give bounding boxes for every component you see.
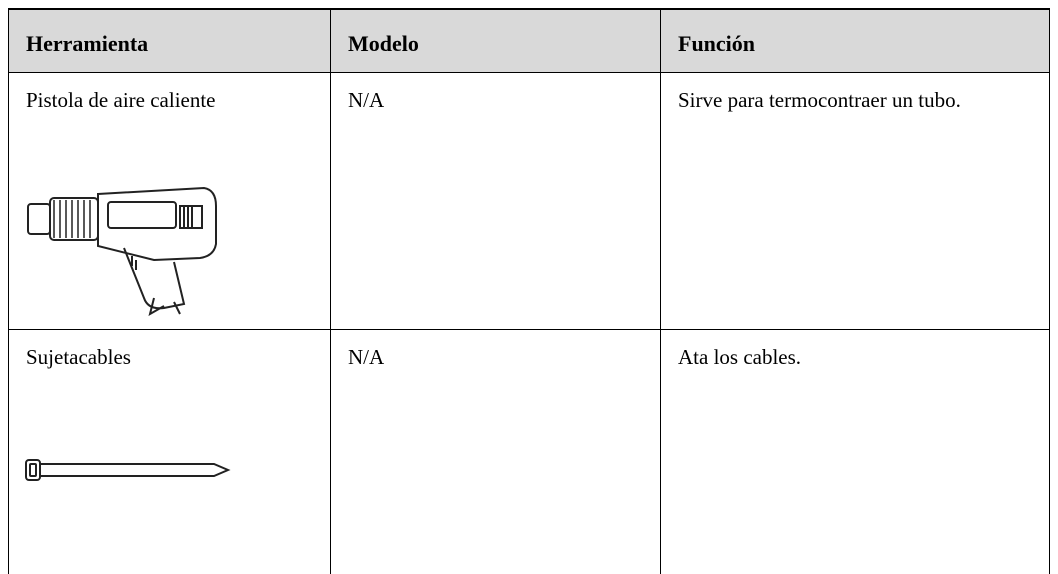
rule <box>330 8 331 574</box>
rule <box>8 8 1050 10</box>
cell: Sujetacables <box>26 345 131 369</box>
cell: Sirve para termocontraer un tubo. <box>678 88 961 112</box>
cell: N/A <box>348 88 385 112</box>
rule <box>1049 8 1050 574</box>
header-cell: Modelo <box>348 31 419 56</box>
header-cell: Herramienta <box>26 31 149 56</box>
cell: Ata los cables. <box>678 345 802 369</box>
cell: N/A <box>348 345 385 369</box>
cable-tie-icon <box>25 459 231 481</box>
header-bg <box>8 8 1050 73</box>
rule <box>660 8 661 574</box>
rule <box>8 8 9 574</box>
rule <box>8 329 1050 330</box>
header-cell: Función <box>678 31 756 56</box>
rule <box>8 72 1050 73</box>
cell: Pistola de aire caliente <box>26 88 216 112</box>
heat-gun-icon <box>27 186 217 316</box>
